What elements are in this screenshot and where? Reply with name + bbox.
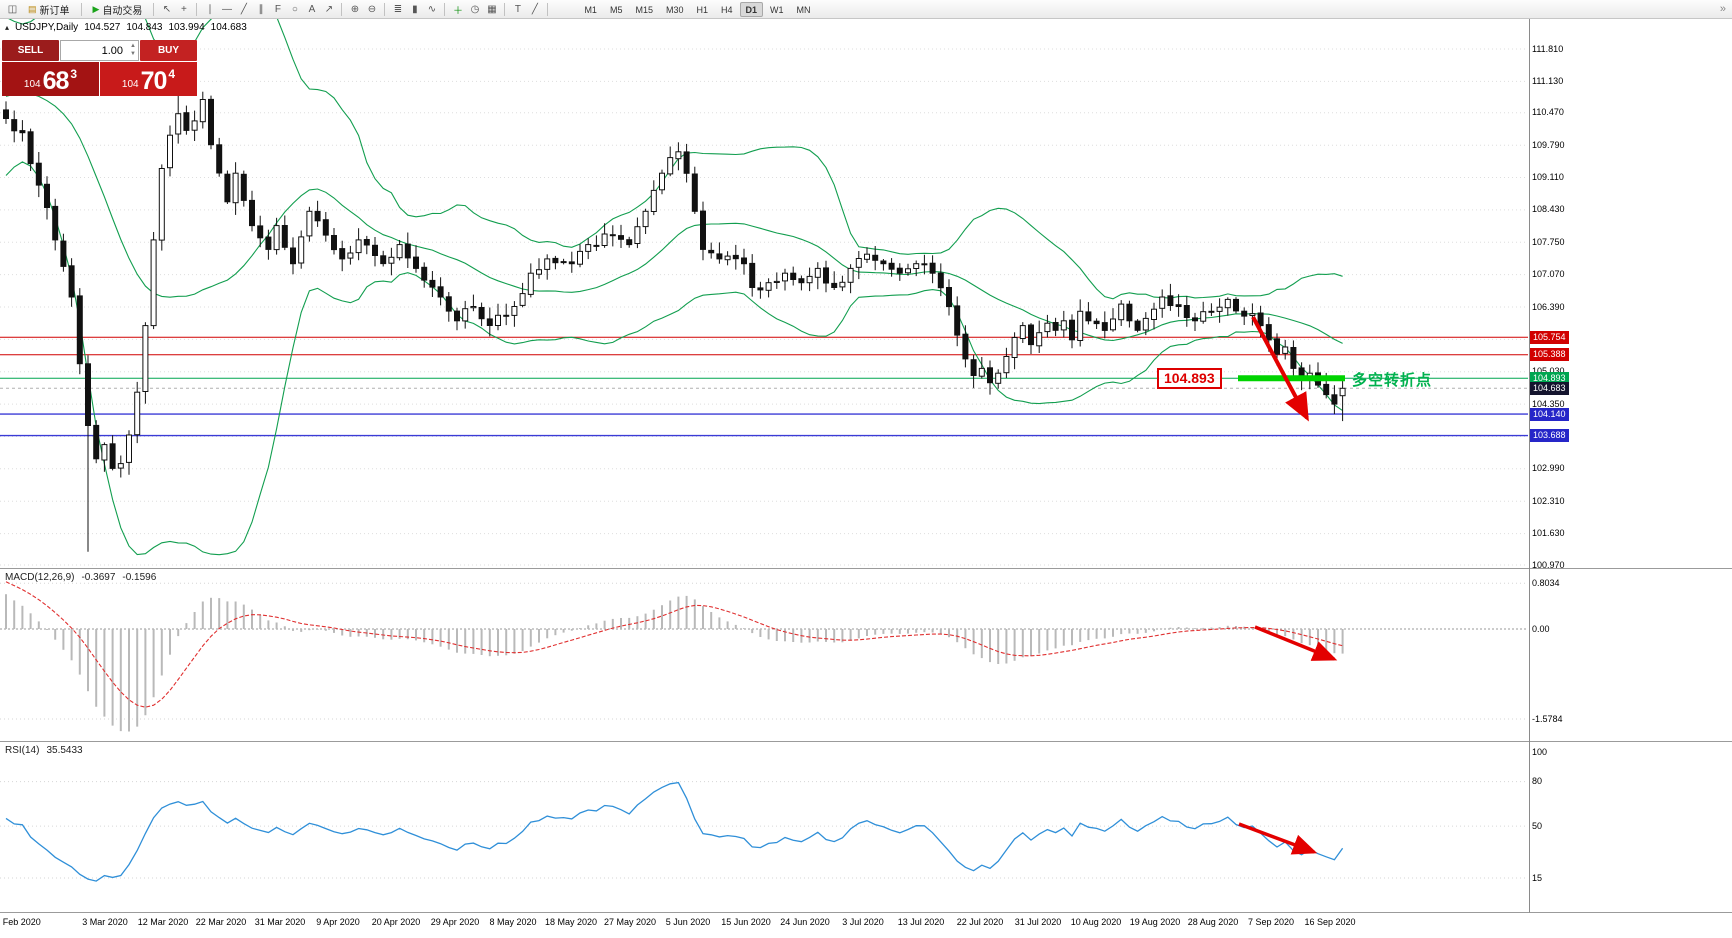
bid-pips: 68 — [42, 67, 70, 95]
candlestick-chart-icon[interactable]: ▮ — [412, 3, 418, 15]
price-annotation-label: 104.893 — [1157, 368, 1222, 389]
hlines-layer — [0, 336, 1528, 437]
bollinger-bands — [5, 16, 1343, 556]
timeframe-w1-button[interactable]: W1 — [770, 4, 784, 15]
ask-pipette: 4 — [168, 67, 176, 81]
new-order-icon: ▤ — [28, 3, 37, 14]
timeframe-switcher: M1 M5 M15 M30 H1 H4 D1 W1 MN — [578, 1, 816, 17]
macd-down-arrow — [1254, 625, 1338, 661]
bid-price-box[interactable]: 104 68 3 — [2, 62, 99, 96]
bar-chart-icon[interactable]: ≣ — [393, 3, 403, 15]
buy-button[interactable]: BUY — [140, 40, 197, 61]
arrow-object-icon[interactable]: ↗ — [324, 3, 334, 15]
templates-icon[interactable]: ▦ — [487, 3, 497, 15]
timeframe-m5-button[interactable]: M5 — [609, 4, 623, 15]
new-order-button[interactable]: ▤ 新订单 — [21, 1, 77, 17]
timeframe-h4-button[interactable]: H4 — [721, 4, 733, 15]
ask-big-figure: 104 — [121, 79, 139, 90]
chart-window-icon[interactable]: ◫ — [7, 3, 18, 15]
volume-field[interactable]: 1.00 ▲ ▼ — [60, 40, 139, 61]
zoom-in-icon[interactable]: ⊕ — [350, 3, 360, 15]
text-label-icon[interactable]: A — [308, 3, 316, 15]
toolbar-separator — [547, 2, 549, 16]
main-toolbar: ◫ ▤ 新订单 ▶ 自动交易 ↖ + ∣ — ╱ ∥ F ○ A ↗ ⊕ ⊖ ≣ ▮ ∿ ＋ ◷ ▦ T ╱ M1 M5 M15 M30… — [0, 0, 1732, 19]
toolbar-separator — [341, 2, 343, 16]
timeframe-m30-button[interactable]: M30 — [665, 4, 684, 15]
macd-main-value: -0.3697 — [81, 572, 116, 583]
line-chart-icon[interactable]: ∿ — [427, 3, 437, 15]
autotrading-play-icon: ▶ — [92, 3, 100, 14]
timeframe-m15-button[interactable]: M15 — [635, 4, 653, 15]
autotrading-button[interactable]: ▶ 自动交易 — [86, 1, 150, 17]
main-down-arrow — [1251, 316, 1309, 422]
toolbar-separator — [504, 2, 506, 16]
timeframe-h1-button[interactable]: H1 — [696, 4, 709, 15]
toolbar-separator — [384, 2, 386, 16]
annotation-arrows — [1238, 316, 1338, 855]
volume-up-icon[interactable]: ▲ — [130, 43, 136, 49]
channel-icon[interactable]: ∥ — [258, 3, 264, 15]
horizontal-line-icon[interactable]: — — [221, 3, 232, 15]
low-value: 103.994 — [168, 22, 205, 33]
bid-pipette: 3 — [70, 67, 78, 81]
macd-name: MACD(12,26,9) — [5, 572, 75, 583]
volume-stepper[interactable]: ▲ ▼ — [130, 42, 136, 58]
volume-value: 1.00 — [101, 44, 123, 57]
shapes-icon[interactable]: ○ — [291, 3, 298, 15]
high-value: 104.843 — [126, 22, 163, 33]
volume-down-icon[interactable]: ▼ — [130, 51, 136, 57]
zoom-out-icon[interactable]: ⊖ — [367, 3, 377, 15]
timeframe-mn-button[interactable]: MN — [796, 4, 811, 15]
grid-layer — [0, 48, 1528, 566]
crosshair-icon[interactable]: + — [181, 3, 187, 15]
open-value: 104.527 — [84, 22, 121, 33]
ask-price-box[interactable]: 104 70 4 — [100, 62, 197, 96]
vertical-line-icon[interactable]: ∣ — [207, 3, 213, 15]
toolbar-separator — [444, 2, 446, 16]
rsi-indicator-label: RSI(14) 35.5433 — [5, 745, 83, 756]
symbol-period-label: USDJPY,Daily — [15, 22, 79, 33]
candles-layer — [3, 67, 1346, 552]
timeframe-m1-button[interactable]: M1 — [584, 4, 597, 15]
draw-tool-icon[interactable]: ╱ — [531, 3, 538, 15]
toolbar-separator — [153, 2, 155, 16]
timeframe-d1-button[interactable]: D1 — [739, 1, 764, 17]
trendline-icon[interactable]: ╱ — [240, 3, 247, 15]
panel-separators — [0, 19, 1732, 913]
autotrading-button-label: 自动交易 — [102, 5, 143, 17]
indicators-icon[interactable]: ＋ — [452, 5, 463, 17]
turning-point-label: 多空转折点 — [1352, 372, 1433, 389]
macd-signal-value: -0.1596 — [122, 572, 157, 583]
ask-pips: 70 — [140, 67, 168, 95]
rsi-down-arrow — [1238, 822, 1318, 855]
chart-symbol-icon: ▴ — [5, 23, 10, 32]
toolbar-overflow-icon[interactable]: » — [1719, 3, 1726, 15]
fibonacci-icon[interactable]: F — [274, 3, 281, 15]
periods-icon[interactable]: ◷ — [470, 3, 480, 15]
text-tool-icon[interactable]: T — [514, 3, 521, 15]
sell-button[interactable]: SELL — [2, 40, 59, 61]
bid-big-figure: 104 — [23, 79, 41, 90]
rsi-plot — [0, 781, 1528, 882]
one-click-trading-panel: SELL 1.00 ▲ ▼ BUY 104 68 3 104 70 4 — [2, 40, 197, 96]
toolbar-separator — [196, 2, 198, 16]
macd-plot — [0, 581, 1528, 732]
chart-ohlc-header: ▴ USDJPY,Daily 104.527 104.843 103.994 1… — [5, 22, 247, 33]
toolbar-separator — [80, 2, 82, 16]
rsi-name: RSI(14) — [5, 745, 40, 756]
macd-indicator-label: MACD(12,26,9) -0.3697 -0.1596 — [5, 572, 156, 583]
new-order-button-label: 新订单 — [39, 5, 70, 17]
close-value: 104.683 — [210, 22, 247, 33]
cursor-icon[interactable]: ↖ — [162, 3, 172, 15]
rsi-value: 35.5433 — [46, 745, 83, 756]
